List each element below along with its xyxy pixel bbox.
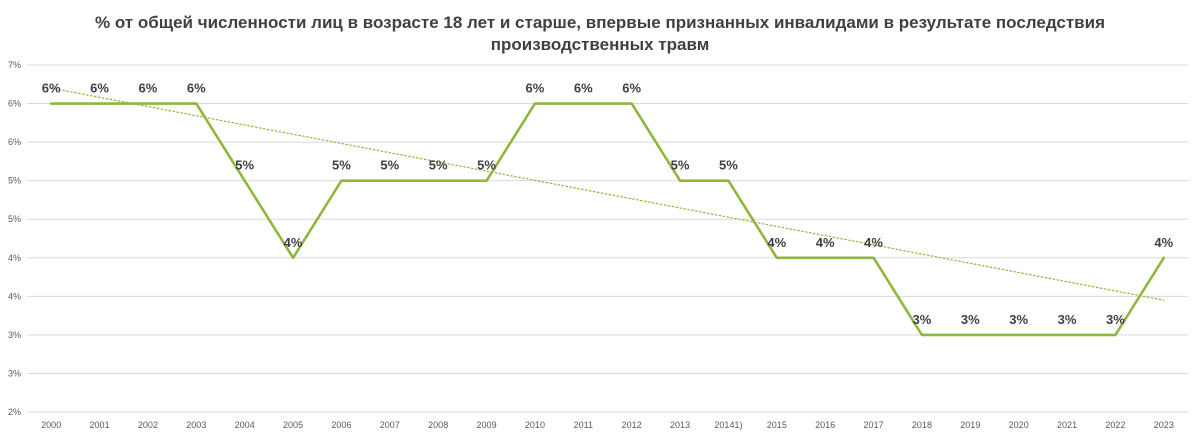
x-tick-label: 2002 (138, 420, 158, 430)
chart-title-line-1: % от общей численности лиц в возрасте 18… (95, 13, 1105, 32)
y-tick-label: 4% (8, 253, 21, 263)
x-axis-ticks: 2000 2001 2002 2003 2004 2005 2006 2007 2008 2009… (41, 420, 1174, 430)
series-layer (49, 102, 1166, 337)
data-label: 5% (235, 158, 254, 173)
y-tick-label: 6% (8, 99, 21, 109)
y-tick-label: 4% (8, 291, 21, 301)
x-tick-label: 2010 (525, 420, 545, 430)
data-label: 3% (1058, 312, 1077, 327)
x-tick-label: 2018 (912, 420, 932, 430)
data-label: 6% (622, 81, 641, 96)
x-tick-label: 2016 (815, 420, 835, 430)
data-label: 6% (90, 81, 109, 96)
x-tick-label: 2009 (477, 420, 497, 430)
data-label: 5% (477, 158, 496, 173)
data-label: 3% (1106, 312, 1125, 327)
data-label: 6% (139, 81, 158, 96)
data-label: 3% (1009, 312, 1028, 327)
y-tick-label: 6% (8, 137, 21, 147)
y-axis-ticks: 2% 3% 3% 4% 4% 5% 5% 6% 6% 7% (8, 60, 21, 417)
x-tick-label: 2011 (574, 420, 593, 430)
x-tick-label: 2003 (186, 420, 206, 430)
x-tick-label: 2023 (1154, 420, 1174, 430)
x-tick-label: 2005 (283, 420, 303, 430)
data-label: 5% (332, 158, 351, 173)
x-tick-label: 2022 (1105, 420, 1125, 430)
x-tick-label: 2007 (380, 420, 400, 430)
data-label: 4% (1154, 235, 1173, 250)
y-tick-label: 5% (8, 214, 21, 224)
x-tick-label: 20141) (714, 420, 742, 430)
trendline-layer (50, 87, 1165, 301)
data-label: 5% (380, 158, 399, 173)
data-label: 5% (719, 158, 738, 173)
data-label: 6% (574, 81, 593, 96)
y-tick-label: 3% (8, 330, 21, 340)
data-labels: 6% 6% 6% 6% 5% 4% 5% 5% 5% 5% 6% 6% 6% 5% 5% 4% 4% 4% 3% 3%… (42, 81, 1174, 327)
x-tick-label: 2019 (960, 420, 980, 430)
data-label: 4% (864, 235, 883, 250)
x-tick-label: 2006 (331, 420, 351, 430)
x-tick-label: 2012 (622, 420, 642, 430)
data-label: 5% (671, 158, 690, 173)
data-label: 3% (913, 312, 932, 327)
y-tick-label: 3% (8, 368, 21, 378)
x-tick-label: 2017 (864, 420, 884, 430)
x-tick-label: 2015 (767, 420, 787, 430)
series-line (49, 102, 1166, 337)
data-label: 3% (961, 312, 980, 327)
trendline (50, 87, 1165, 301)
y-tick-label: 5% (8, 176, 21, 186)
chart-title-line-2: производственных травм (491, 35, 710, 54)
y-tick-label: 2% (8, 407, 21, 417)
x-tick-label: 2020 (1009, 420, 1029, 430)
data-label: 4% (284, 235, 303, 250)
data-label: 4% (816, 235, 835, 250)
data-label: 6% (187, 81, 206, 96)
x-tick-label: 2021 (1057, 420, 1077, 430)
data-label: 5% (429, 158, 448, 173)
y-tick-label: 7% (8, 60, 21, 70)
chart-title: % от общей численности лиц в возрасте 18… (95, 13, 1105, 54)
data-label: 6% (42, 81, 61, 96)
x-tick-label: 2008 (428, 420, 448, 430)
x-tick-label: 2004 (235, 420, 255, 430)
x-tick-label: 2013 (670, 420, 690, 430)
x-tick-label: 2001 (90, 420, 110, 430)
x-tick-label: 2000 (41, 420, 61, 430)
data-label: 4% (767, 235, 786, 250)
data-label: 6% (526, 81, 545, 96)
